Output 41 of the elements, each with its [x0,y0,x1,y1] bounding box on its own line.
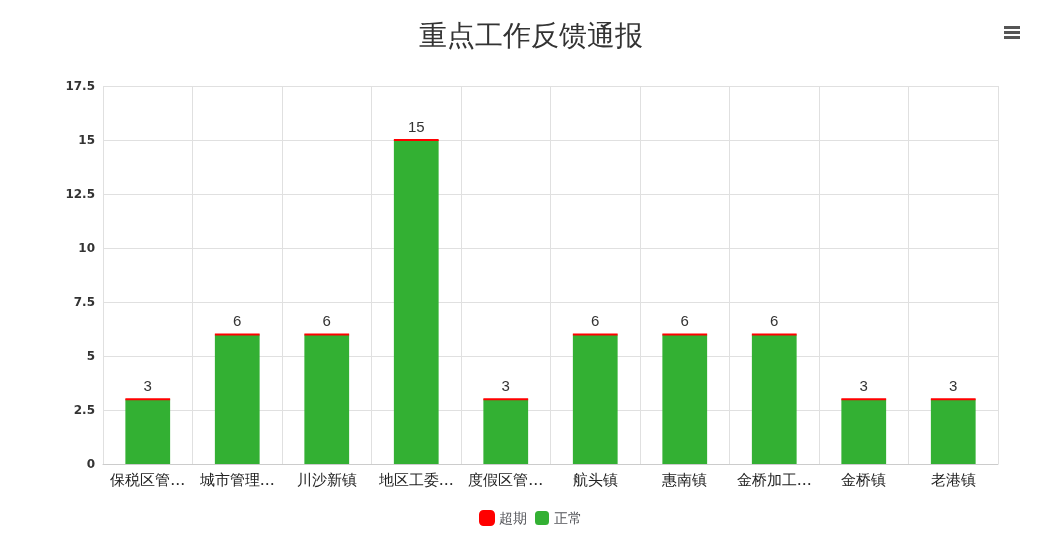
x-tick-label: 城市管理… [198,470,275,489]
total-label: 15 [407,118,425,135]
y-tick-label: 5 [86,349,95,363]
bar [214,334,260,464]
total-label: 6 [322,312,331,330]
y-tick-label: 10 [78,241,95,255]
bar [393,140,439,464]
bar [841,399,887,464]
total-label: 6 [770,312,779,330]
y-tick-label: 0 [86,457,95,471]
total-label: 6 [233,312,242,330]
x-tick-label: 川沙新镇 [296,470,357,489]
x-tick-label: 航头镇 [572,470,618,489]
bar [125,399,171,464]
x-tick-label: 金桥镇 [841,470,887,489]
total-label: 3 [501,377,510,395]
total-label: 6 [680,312,689,330]
bar [483,399,529,464]
x-tick-label: 老港镇 [930,470,976,489]
legend-label: 正常 [554,510,582,526]
total-label: 3 [949,377,958,395]
x-tick-label: 惠南镇 [661,470,708,489]
total-label: 3 [143,377,152,395]
total-label: 3 [859,377,868,395]
bar [572,334,618,464]
x-tick-label: 度假区管… [468,470,544,489]
y-tick-label: 7.5 [73,295,95,309]
bar [662,334,708,464]
y-tick-label: 15 [78,133,95,147]
total-label: 6 [591,312,600,330]
chart-title: 重点工作反馈通报 [418,18,643,52]
y-tick-label: 17.5 [65,79,95,93]
x-tick-label: 保税区管… [110,470,186,489]
x-tick-label: 地区工委… [377,470,454,489]
bar [930,399,976,464]
bar [304,334,350,464]
x-tick-label: 金桥加工… [736,470,812,489]
legend-label: 超期 [499,510,527,526]
bar [751,334,797,464]
y-tick-label: 12.5 [65,187,95,201]
y-tick-label: 2.5 [73,403,95,417]
